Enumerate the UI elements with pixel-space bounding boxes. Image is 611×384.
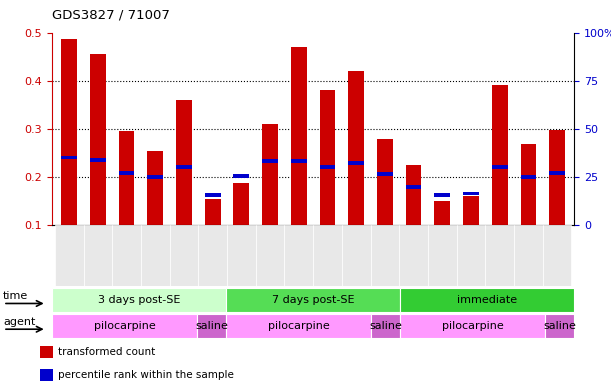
Bar [197,314,226,338]
Bar [399,225,428,286]
Bar [313,225,342,286]
Bar [61,39,77,225]
Bar [348,71,364,225]
Bar [205,199,221,225]
Bar [119,171,134,175]
Bar [342,225,370,286]
Bar [291,159,307,163]
Bar [141,225,170,286]
Text: pilocarpine: pilocarpine [93,321,155,331]
Text: agent: agent [3,317,35,327]
Bar [52,288,226,312]
Bar [233,174,249,178]
Bar [84,225,112,286]
Bar [377,172,393,176]
Bar [61,156,77,159]
Bar [456,225,485,286]
Bar [549,171,565,175]
Bar [90,54,106,225]
Bar [406,165,422,225]
Text: pilocarpine: pilocarpine [268,321,329,331]
Text: 3 days post-SE: 3 days post-SE [98,295,180,305]
Bar [262,124,278,225]
Bar [428,225,456,286]
Text: pilocarpine: pilocarpine [442,321,503,331]
Bar [434,193,450,197]
Bar [262,159,278,163]
Bar [549,130,565,225]
Bar [40,369,53,381]
Bar [176,100,192,225]
Bar [492,86,508,225]
Text: GDS3827 / 71007: GDS3827 / 71007 [52,8,170,21]
Text: 7 days post-SE: 7 days post-SE [272,295,354,305]
Bar [485,225,514,286]
Bar [226,288,400,312]
Bar [226,314,371,338]
Bar [371,314,400,338]
Bar [320,165,335,169]
Bar [521,144,536,225]
Bar [205,193,221,197]
Text: saline: saline [543,321,576,331]
Bar [170,225,199,286]
Bar [147,151,163,225]
Bar [291,47,307,225]
Bar [233,184,249,225]
Bar [406,185,422,189]
Bar [112,225,141,286]
Text: transformed count: transformed count [58,347,155,357]
Bar [147,175,163,179]
Text: immediate: immediate [457,295,518,305]
Bar [463,196,479,225]
Bar [400,288,574,312]
Bar [227,225,256,286]
Bar [348,161,364,165]
Text: saline: saline [369,321,402,331]
Bar [400,314,546,338]
Bar [119,131,134,225]
Bar [256,225,285,286]
Bar [285,225,313,286]
Text: saline: saline [195,321,228,331]
Bar [90,158,106,162]
Bar [545,314,574,338]
Text: time: time [3,291,28,301]
Bar [176,165,192,169]
Bar [377,139,393,225]
Bar [52,314,197,338]
Bar [514,225,543,286]
Bar [521,175,536,179]
Bar [492,165,508,169]
Bar [463,192,479,195]
Bar [40,346,53,358]
Text: percentile rank within the sample: percentile rank within the sample [58,370,234,380]
Bar [370,225,399,286]
Bar [55,225,84,286]
Bar [434,201,450,225]
Bar [320,90,335,225]
Bar [543,225,571,286]
Bar [199,225,227,286]
